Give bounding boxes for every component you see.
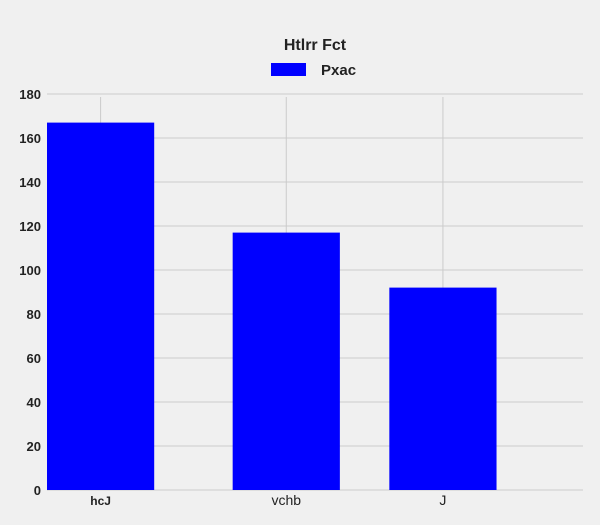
x-tick-label: J [439,492,446,508]
y-tick-label: 60 [27,351,41,366]
y-tick-label: 120 [19,219,41,234]
y-tick-label: 140 [19,175,41,190]
y-tick-label: 180 [19,87,41,102]
legend: Pxac [271,62,356,79]
legend-swatch [271,63,306,76]
x-tick-label: vchb [271,492,301,508]
y-tick-label: 0 [34,483,41,498]
x-axis-ticks: hcJ vchb J [90,492,446,508]
chart-title: Htlrr Fct [284,37,347,54]
y-axis-ticks: 0 20 40 60 80 100 120 140 160 180 [19,87,41,498]
bars [47,122,497,490]
bar-vchb [232,232,340,490]
legend-label: Pxac [321,62,356,79]
x-tick-label: hcJ [90,494,111,508]
y-tick-label: 20 [27,439,41,454]
y-tick-label: 80 [27,307,41,322]
bar-J [389,287,497,490]
y-tick-label: 40 [27,395,41,410]
bar-hcJ [47,122,155,490]
y-tick-label: 160 [19,131,41,146]
y-tick-label: 100 [19,263,41,278]
